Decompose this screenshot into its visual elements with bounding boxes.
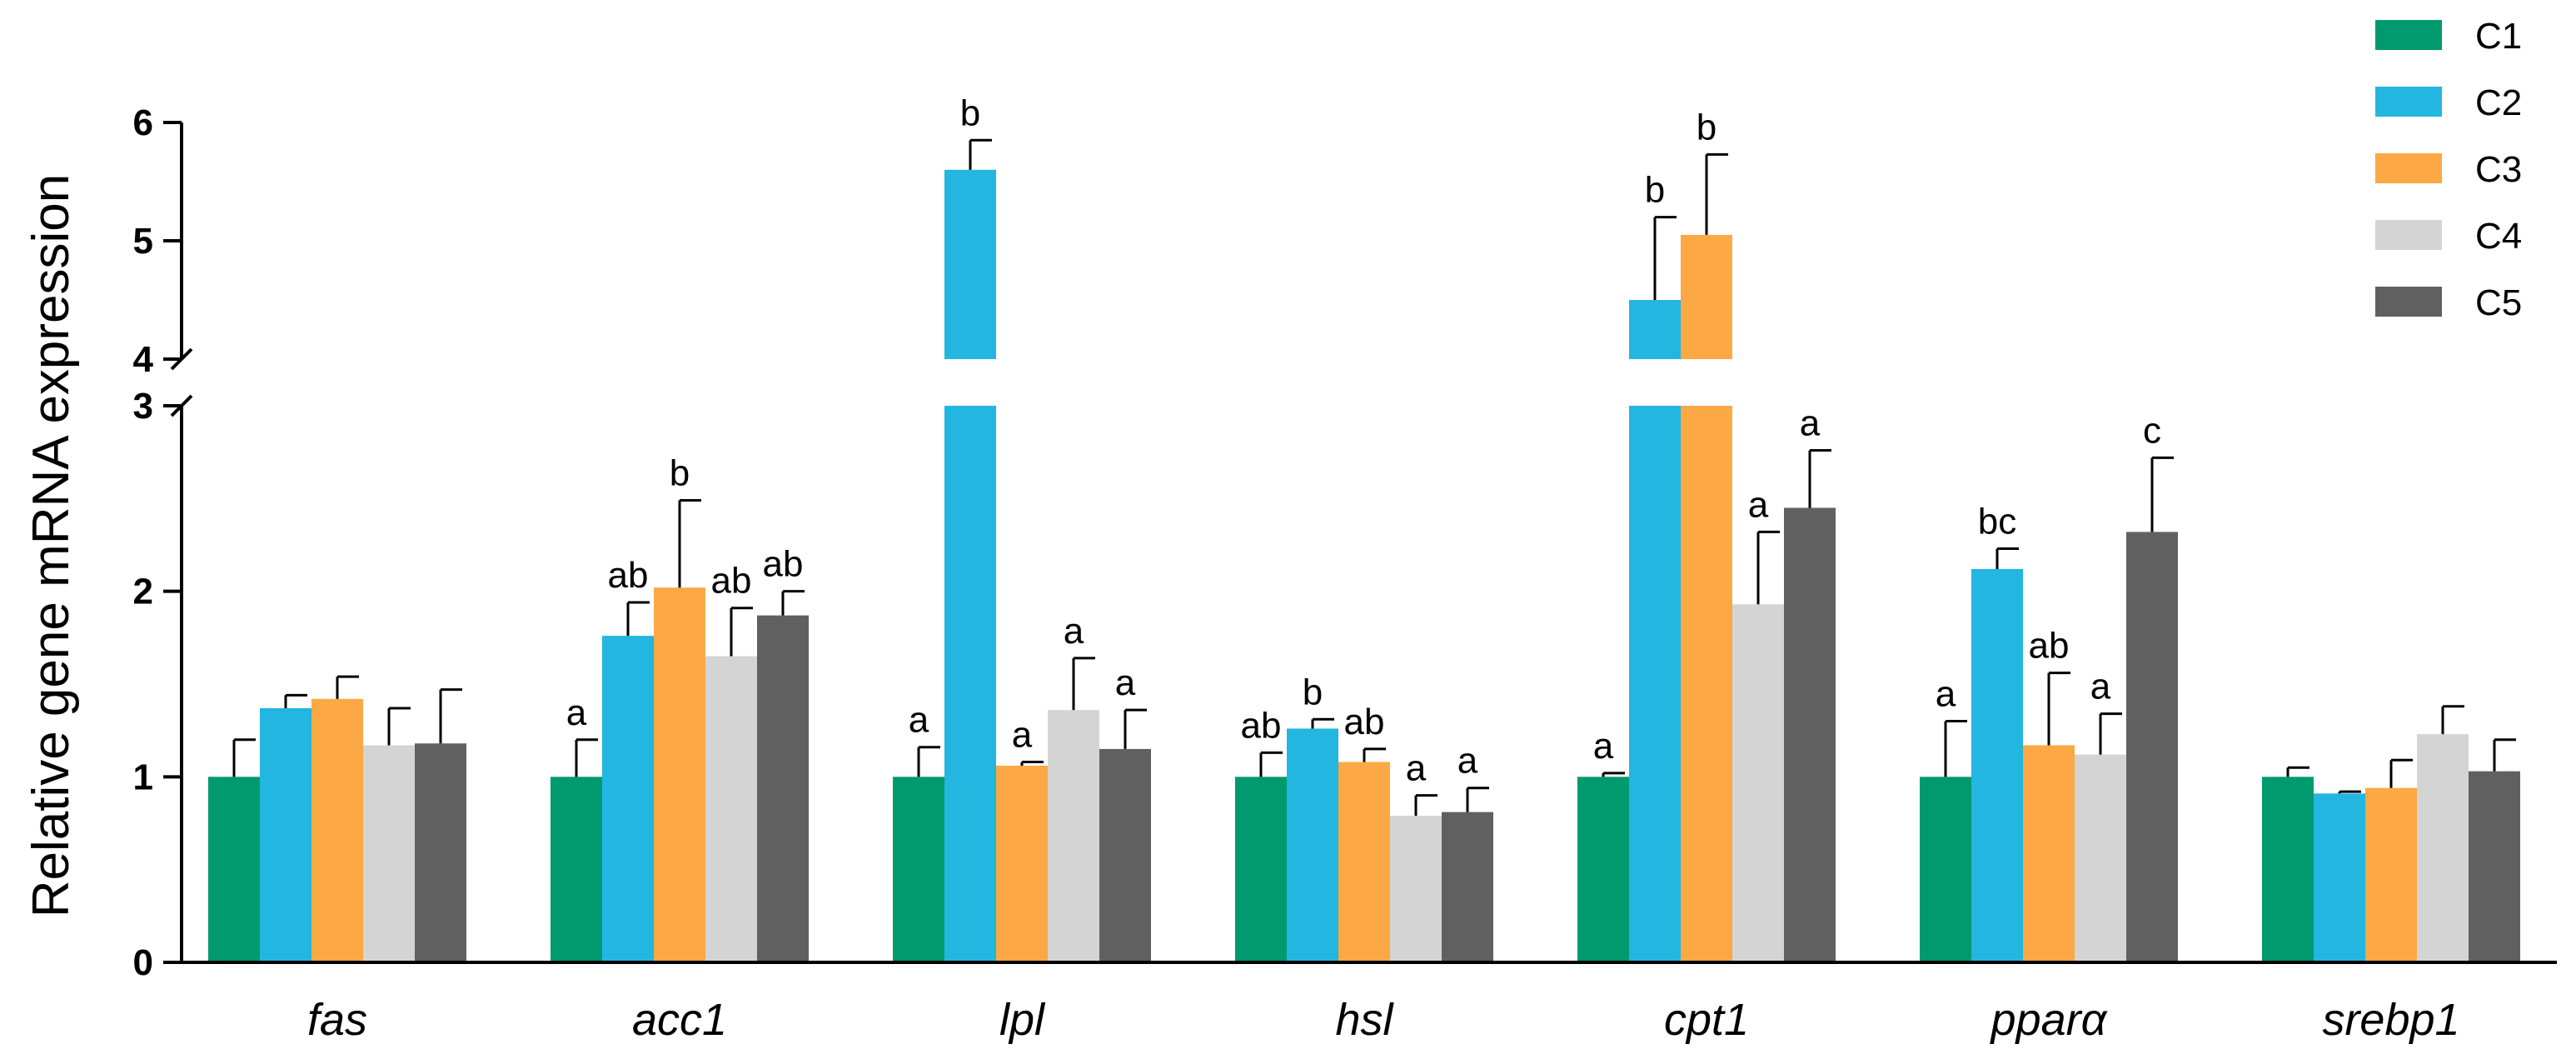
bar-C3-hsl xyxy=(1338,762,1390,962)
bar-C1-lpl xyxy=(893,777,944,962)
bar-C1-acc1 xyxy=(551,777,602,962)
bar-C1-hsl xyxy=(1235,777,1287,962)
y-tick-label-0: 0 xyxy=(133,942,153,983)
bar-C4-fas xyxy=(363,745,415,962)
bar-C5-lpl xyxy=(1099,748,1151,962)
y-tick-label-2: 2 xyxy=(133,572,153,612)
x-tick-label-hsl: hsl xyxy=(1335,995,1394,1045)
sig-label-C4-hsl: a xyxy=(1406,748,1427,789)
sig-label-C5-acc1: ab xyxy=(763,544,804,585)
sig-label-C3-hsl: ab xyxy=(1344,702,1385,742)
sig-label-C5-pparα: c xyxy=(2143,410,2161,451)
y-tick-label-3: 3 xyxy=(133,386,153,427)
bar-C1-srebp1 xyxy=(2262,777,2314,962)
bar-C4-hsl xyxy=(1390,816,1442,962)
bar-C2-srebp1 xyxy=(2314,793,2365,962)
bar-C5-pparα xyxy=(2126,532,2178,962)
x-tick-label-srebp1: srebp1 xyxy=(2322,995,2459,1045)
sig-label-C1-acc1: a xyxy=(566,692,587,733)
legend: C1 C2 C3 C4 C5 xyxy=(2375,16,2522,323)
bar-C3-srebp1 xyxy=(2365,787,2417,962)
sig-label-C2-cpt1: b xyxy=(1645,170,1665,211)
bar-C4-acc1 xyxy=(705,656,757,962)
sig-label-C2-hsl: b xyxy=(1303,672,1323,712)
bar-C3-fas xyxy=(311,698,363,962)
x-axis: fas acc1 lpl hsl cpt1 pparα srebp1 xyxy=(182,961,2557,1045)
sig-label-C3-acc1: b xyxy=(670,453,690,494)
bar-C2-lpl-upper xyxy=(944,169,996,359)
bar-C2-fas xyxy=(260,707,311,962)
bar-C5-cpt1 xyxy=(1784,507,1836,962)
bar-C1-cpt1 xyxy=(1577,777,1629,962)
bar-C5-hsl xyxy=(1442,812,1493,962)
bar-C4-pparα xyxy=(2075,754,2126,962)
legend-label-C1: C1 xyxy=(2475,16,2522,57)
bar-C2-cpt1-upper xyxy=(1629,300,1681,359)
bar-C3-cpt1-upper xyxy=(1681,234,1732,359)
sig-label-C4-lpl: a xyxy=(1064,611,1084,652)
legend-swatch-C5 xyxy=(2375,287,2442,317)
sig-label-C2-pparα: bc xyxy=(1978,501,2016,542)
sig-label-C2-lpl: b xyxy=(960,92,980,133)
legend-swatch-C2 xyxy=(2375,87,2442,117)
bar-C2-hsl xyxy=(1287,728,1338,962)
sig-label-C3-lpl: a xyxy=(1012,715,1033,756)
sig-label-C4-pparα: a xyxy=(2090,667,2111,707)
bar-C2-lpl-lower xyxy=(944,406,996,962)
bar-C2-cpt1-lower xyxy=(1629,406,1681,962)
sig-label-C3-cpt1: b xyxy=(1697,107,1717,147)
y-tick-label-4: 4 xyxy=(133,339,154,380)
sig-label-C1-hsl: ab xyxy=(1241,705,1282,746)
bar-C5-acc1 xyxy=(757,615,809,962)
bar-C5-fas xyxy=(415,743,466,962)
x-tick-label-lpl: lpl xyxy=(999,995,1046,1045)
bar-C4-lpl xyxy=(1048,710,1099,962)
x-tick-label-cpt1: cpt1 xyxy=(1664,995,1749,1045)
y-tick-label-1: 1 xyxy=(133,757,153,797)
sig-label-C1-lpl: a xyxy=(909,700,929,741)
sig-label-C1-pparα: a xyxy=(1936,674,1956,715)
bars-layer xyxy=(208,138,2520,962)
y-tick-label-6: 6 xyxy=(133,102,153,143)
bar-C2-acc1 xyxy=(602,636,654,962)
legend-swatch-C3 xyxy=(2375,153,2442,183)
sig-label-C5-hsl: a xyxy=(1457,741,1478,782)
bar-C4-srebp1 xyxy=(2417,734,2469,962)
sig-label-C5-lpl: a xyxy=(1115,662,1136,703)
legend-label-C4: C4 xyxy=(2475,216,2522,257)
y-tick-label-5: 5 xyxy=(133,221,153,262)
sig-label-C4-cpt1: a xyxy=(1748,484,1769,525)
x-tick-label-pparα: pparα xyxy=(1990,995,2109,1045)
legend-label-C5: C5 xyxy=(2475,282,2522,323)
bar-C2-pparα xyxy=(1971,568,2023,962)
legend-label-C3: C3 xyxy=(2475,149,2522,190)
legend-swatch-C4 xyxy=(2375,220,2442,250)
legend-label-C2: C2 xyxy=(2475,82,2522,123)
bar-C3-pparα xyxy=(2023,745,2075,962)
y-axis: 0 1 2 3 4 5 6 xyxy=(133,102,193,983)
bar-C3-acc1 xyxy=(654,587,705,962)
bar-C1-fas xyxy=(208,777,260,962)
x-tick-label-fas: fas xyxy=(307,995,367,1045)
y-axis-title: Relative gene mRNA expression xyxy=(22,174,80,918)
x-tick-label-acc1: acc1 xyxy=(632,995,727,1045)
bar-C4-cpt1 xyxy=(1732,604,1784,962)
sig-label-C5-cpt1: a xyxy=(1800,402,1821,443)
bar-C1-pparα xyxy=(1920,777,1971,962)
bar-C5-srebp1 xyxy=(2469,771,2520,962)
bar-C3-lpl xyxy=(996,765,1048,962)
sig-label-C2-acc1: ab xyxy=(608,555,649,596)
sig-label-C1-cpt1: a xyxy=(1593,726,1614,767)
sig-label-C4-acc1: ab xyxy=(711,561,752,602)
bar-C3-cpt1-lower xyxy=(1681,406,1732,962)
sig-label-C3-pparα: ab xyxy=(2029,626,2070,667)
legend-swatch-C1 xyxy=(2375,20,2442,50)
